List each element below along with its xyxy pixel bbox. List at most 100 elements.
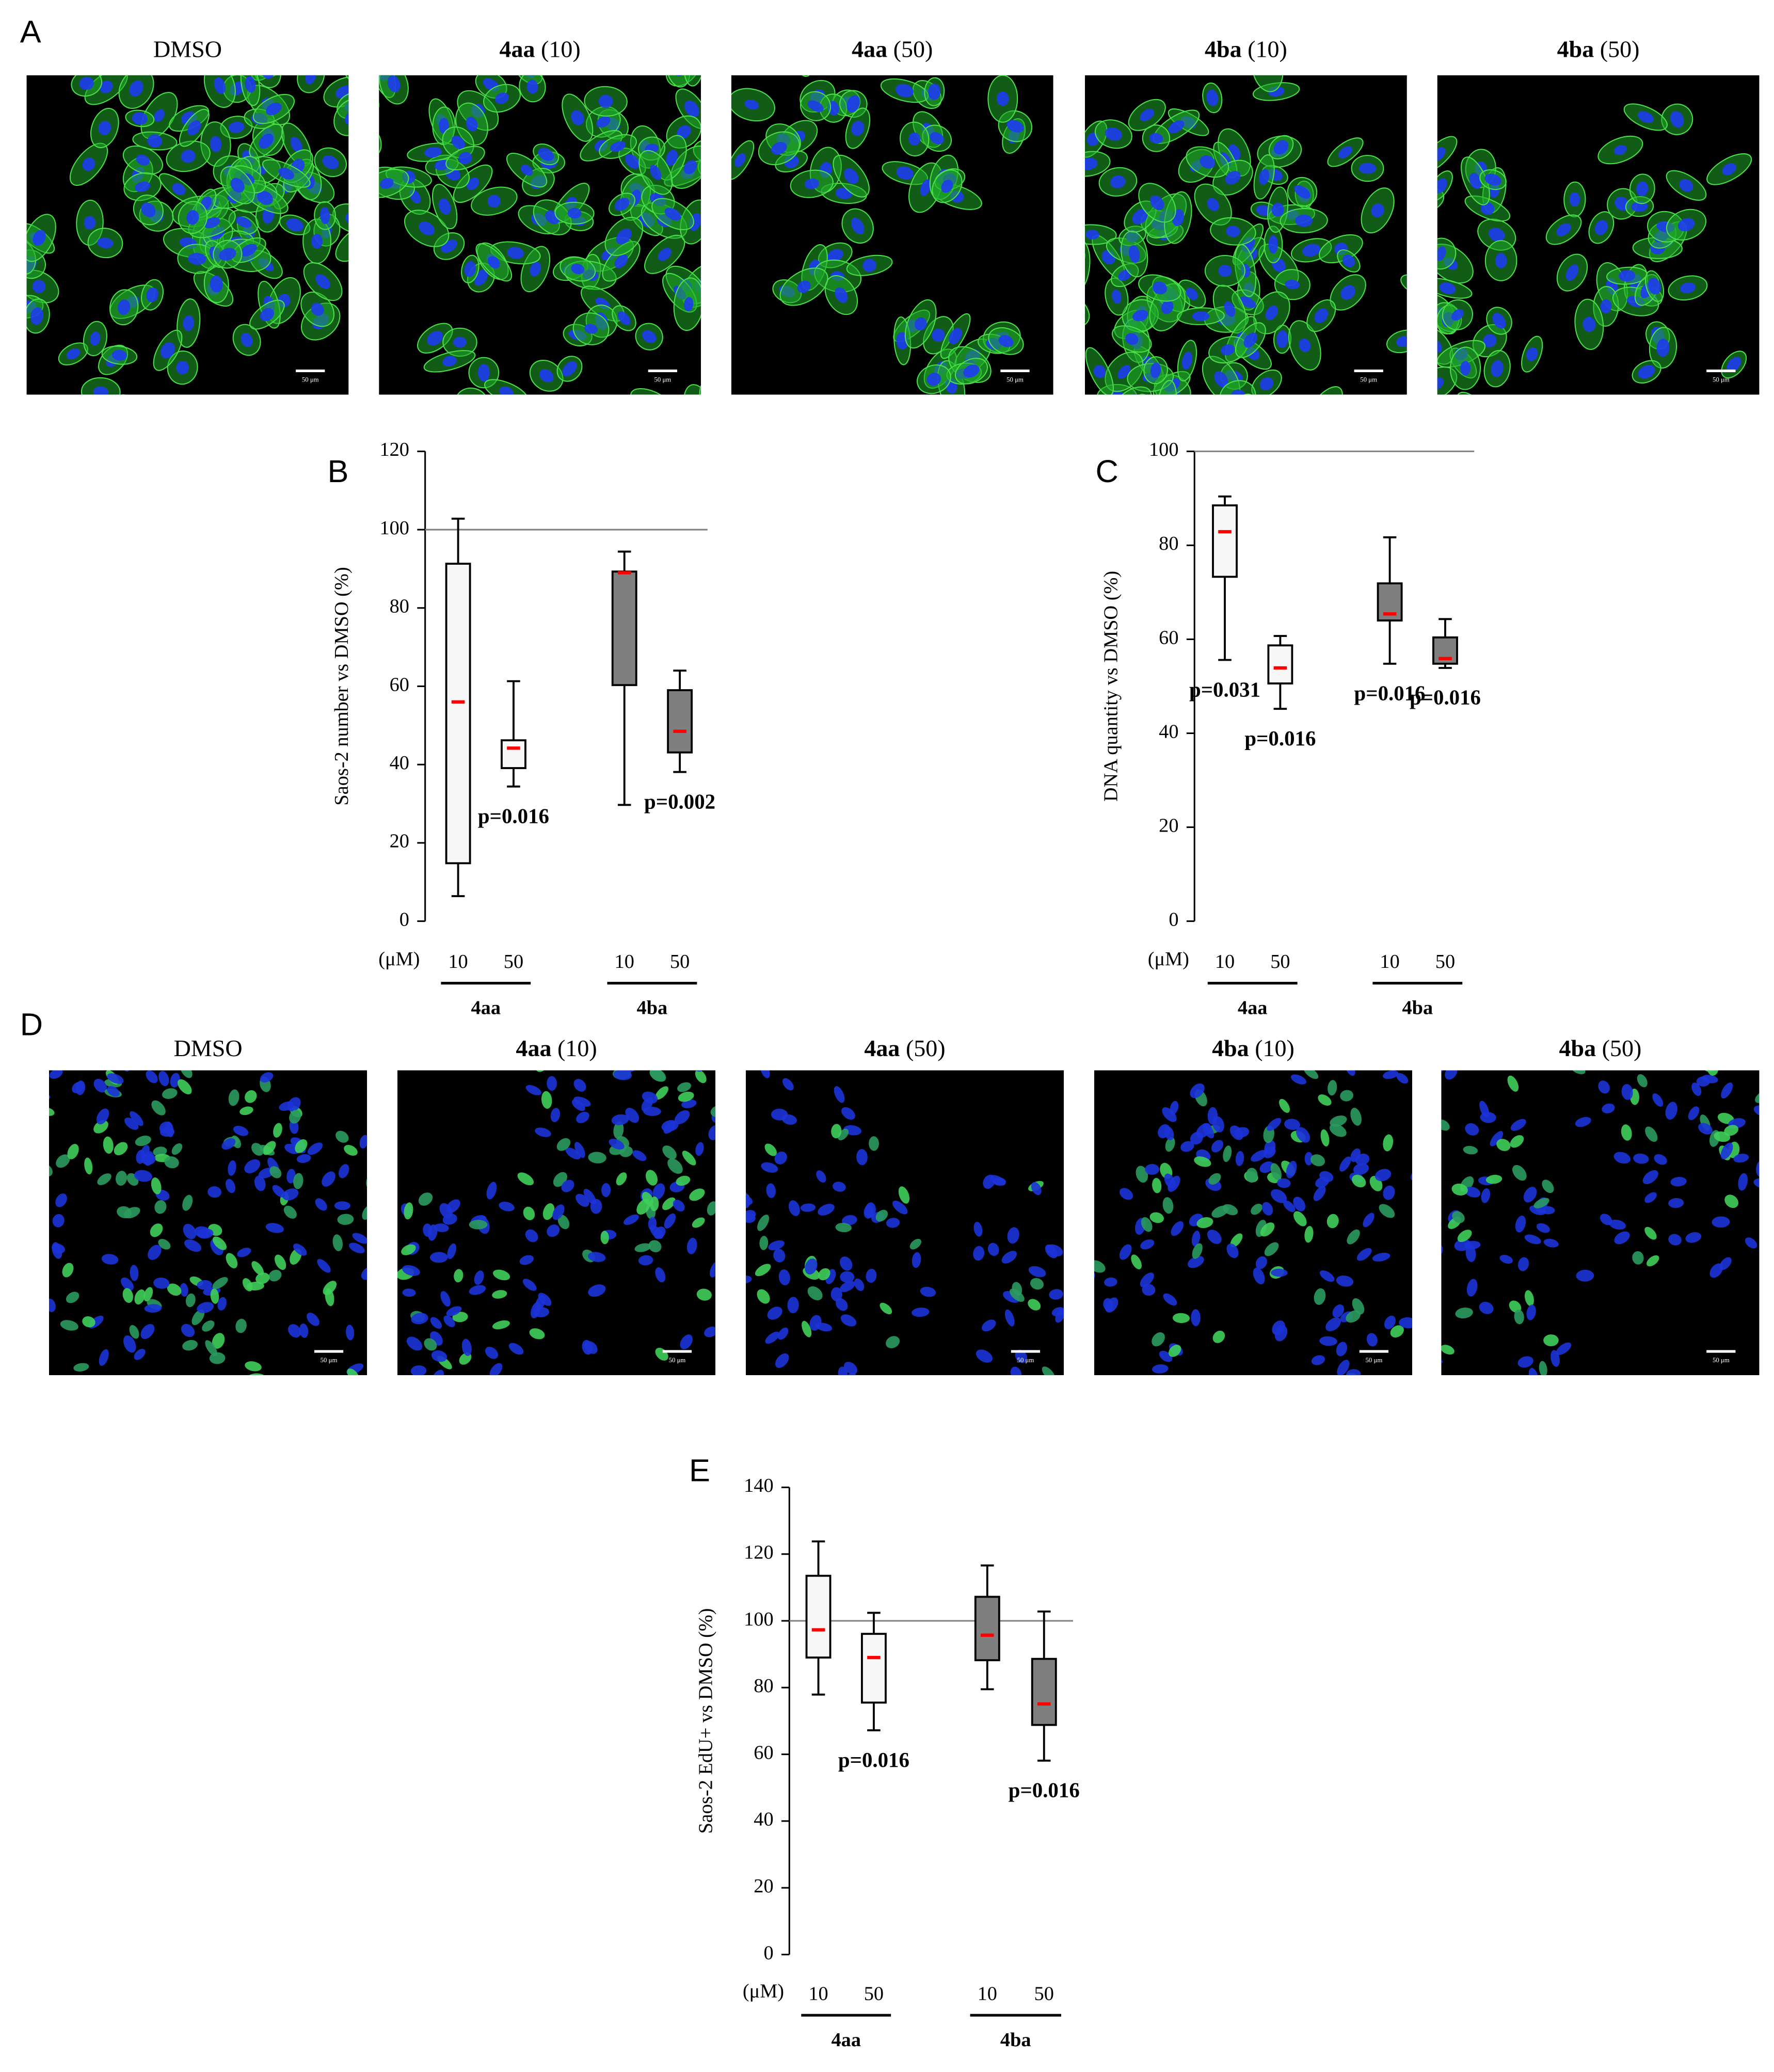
nucleus [930, 132, 944, 145]
nucleus [1104, 1277, 1117, 1287]
nucleus [1496, 1139, 1511, 1151]
nucleus [151, 1177, 162, 1194]
nucleus [766, 1183, 776, 1198]
cell [1306, 386, 1343, 395]
nucleus [1483, 334, 1497, 347]
nucleus [519, 1255, 534, 1265]
y-tick-label: 60 [390, 674, 409, 695]
nucleus [1293, 1211, 1307, 1226]
group-label: 4ba [1402, 997, 1433, 1019]
nucleus [1200, 155, 1216, 169]
nucleus [136, 154, 150, 166]
nucleus [402, 1265, 420, 1276]
nucleus [765, 1043, 783, 1055]
cell [236, 37, 276, 70]
nucleus [1353, 1163, 1369, 1175]
caption-compound: 4aa [864, 1035, 900, 1061]
caption-dose: (10) [557, 1035, 597, 1061]
nucleus [485, 1347, 499, 1359]
nucleus [507, 247, 524, 259]
nucleus [183, 315, 195, 331]
nucleus [614, 254, 628, 268]
nucleus [315, 1198, 327, 1211]
nucleus [920, 179, 931, 196]
nucleus [1140, 1239, 1155, 1250]
y-tick-label: 20 [754, 1875, 773, 1897]
nucleus [856, 1149, 868, 1166]
nucleus [1028, 1266, 1046, 1278]
nucleus [778, 1269, 790, 1285]
nucleus [1499, 1254, 1513, 1264]
nucleus [667, 1158, 683, 1174]
nucleus [432, 1021, 452, 1040]
nucleus [245, 1090, 257, 1103]
nucleus [1015, 1349, 1028, 1363]
nucleus [1271, 202, 1284, 217]
nucleus [1152, 1177, 1162, 1193]
nucleus [996, 91, 1009, 106]
nucleus [144, 1304, 162, 1313]
nucleus [565, 1147, 581, 1160]
nucleus [82, 157, 95, 171]
nucleus [1575, 1117, 1591, 1127]
nucleus [561, 1180, 574, 1192]
nucleus [79, 76, 94, 90]
nucleus [147, 134, 163, 148]
nucleus [1149, 1212, 1164, 1223]
nucleus [120, 402, 135, 421]
nucleus [405, 990, 423, 1008]
cell [0, 304, 12, 329]
nucleus [1150, 195, 1164, 210]
nucleus [322, 155, 339, 169]
group-label: 4aa [831, 2029, 861, 2051]
nucleus [1638, 365, 1655, 379]
nucleus [475, 1433, 492, 1454]
nucleus [1293, 1197, 1306, 1212]
nucleus [941, 180, 953, 193]
nucleus [715, 159, 732, 173]
nucleus [1267, 1118, 1282, 1131]
nucleus [1296, 1127, 1310, 1143]
nucleus [424, 1338, 437, 1351]
nucleus [523, 1206, 535, 1220]
nucleus [1006, 120, 1024, 133]
nucleus [840, 1271, 855, 1283]
nucleus [200, 17, 217, 34]
nucleus [1364, 1416, 1379, 1426]
micrograph: 50 μm [0, 17, 349, 421]
nucleus [263, 1141, 276, 1155]
nucleus [1551, 1350, 1560, 1367]
nucleus [1152, 281, 1168, 295]
nucleus [146, 1070, 158, 1083]
nucleus [1276, 330, 1288, 348]
nucleus [488, 256, 500, 269]
y-tick-label: 40 [390, 752, 409, 774]
cell [651, 45, 691, 67]
nucleus [474, 1270, 484, 1285]
nucleus [652, 1183, 665, 1200]
nucleus [402, 1288, 416, 1297]
nucleus [1600, 1214, 1612, 1225]
nucleus [151, 1100, 166, 1115]
nucleus [1212, 1330, 1225, 1343]
nucleus [148, 1444, 163, 1460]
nucleus [1159, 397, 1174, 416]
nucleus [1375, 1169, 1392, 1182]
nucleus [1152, 1332, 1165, 1347]
nucleus [1090, 1416, 1108, 1436]
nucleus [1647, 1255, 1659, 1267]
nucleus [1556, 1342, 1572, 1356]
nucleus [1724, 1194, 1738, 1208]
nucleus [1466, 1279, 1478, 1297]
nucleus [1602, 1103, 1615, 1113]
nucleus [1313, 1186, 1326, 1201]
nucleus [1119, 1244, 1132, 1260]
nucleus [161, 342, 175, 359]
nucleus [1718, 1013, 1738, 1029]
nucleus [1225, 171, 1241, 185]
nucleus [1330, 442, 1350, 463]
nucleus [1526, 347, 1538, 361]
nucleus [1214, 371, 1228, 388]
nucleus [1105, 127, 1122, 141]
p-value: p=0.016 [838, 1748, 909, 1772]
